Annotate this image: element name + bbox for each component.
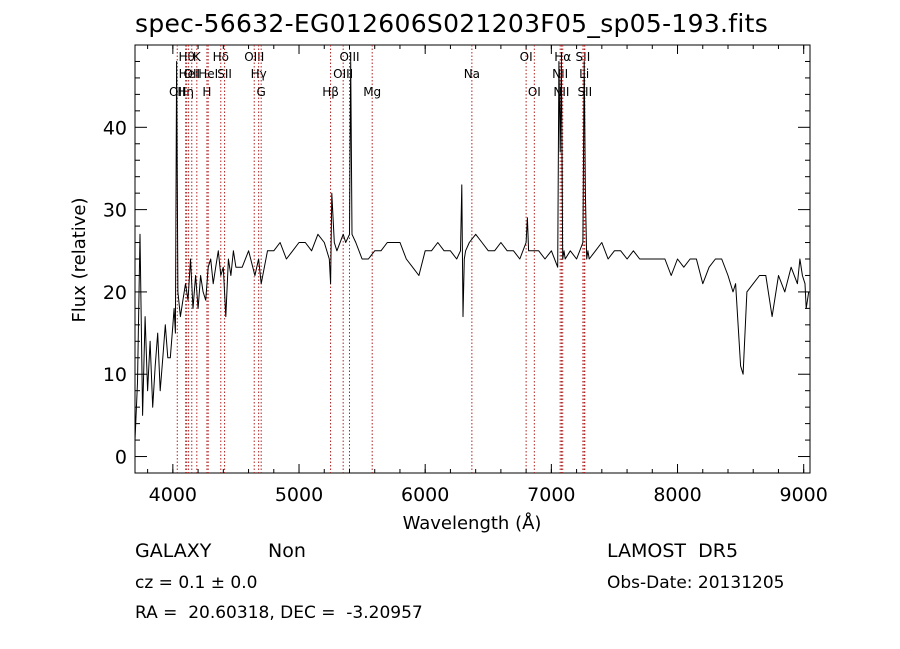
series-layer [134, 61, 810, 441]
x-axis-label: Wavelength (Å) [403, 512, 542, 534]
y-tick-label: 30 [103, 200, 127, 222]
object-subclass: Non [268, 540, 306, 562]
x-tick-label: 9000 [780, 484, 828, 506]
x-tick-label: 4000 [149, 484, 197, 506]
line-marker-label: Hβ [322, 85, 339, 99]
line-marker-label: Na [464, 67, 480, 81]
y-tick-label: 10 [103, 364, 127, 386]
line-marker-label: OIII [333, 67, 353, 81]
line-marker-label: HeI [179, 67, 199, 81]
line-marker-label: OI [520, 50, 533, 64]
plot-frame [134, 44, 811, 474]
line-marker-label: NII [552, 67, 568, 81]
x-tick-label: 6000 [401, 484, 449, 506]
line-marker-label: G [257, 85, 266, 99]
y-tick-label: 0 [115, 447, 127, 469]
line-marker-label: Hγ [251, 67, 267, 81]
x-tick-label: 5000 [275, 484, 323, 506]
spectrum-series-0 [134, 61, 810, 441]
line-marker-label: Hθ [179, 50, 195, 64]
coordinates: RA = 20.60318, DEC = -3.20957 [135, 603, 423, 623]
y-tick-label: 40 [103, 117, 127, 139]
line-marker-label: OIII [339, 50, 359, 64]
line-marker-label: HeI [198, 67, 218, 81]
line-marker-label: SII [217, 67, 232, 81]
line-marker-label: Hη [177, 85, 194, 99]
chart-title: spec-56632-EG012606S021203F05_sp05-193.f… [135, 9, 769, 38]
line-marker-label: Mg [363, 85, 381, 99]
line-marker-label: SII [576, 50, 591, 64]
object-class: GALAXY [135, 540, 212, 562]
line-marker-label: OI [528, 85, 541, 99]
axis-ticks: 4000 5000 6000 7000 8000 9000 0 10 20 30 40 [103, 45, 828, 506]
x-tick-label: 7000 [527, 484, 575, 506]
survey-name: LAMOST DR5 [607, 540, 739, 562]
line-marker-label: H [202, 85, 211, 99]
observation-date: Obs-Date: 20131205 [607, 573, 785, 593]
y-tick-label: 20 [103, 282, 127, 304]
redshift-cz: cz = 0.1 ± 0.0 [135, 573, 258, 593]
line-marker-label: K [193, 50, 202, 64]
line-marker-label: OII [184, 67, 201, 81]
line-marker-label: Hα [554, 50, 571, 64]
x-tick-label: 8000 [653, 484, 701, 506]
line-marker-label: OIII [244, 50, 264, 64]
line-marker-label: Hδ [213, 50, 229, 64]
y-axis-label: Flux (relative) [69, 197, 90, 322]
